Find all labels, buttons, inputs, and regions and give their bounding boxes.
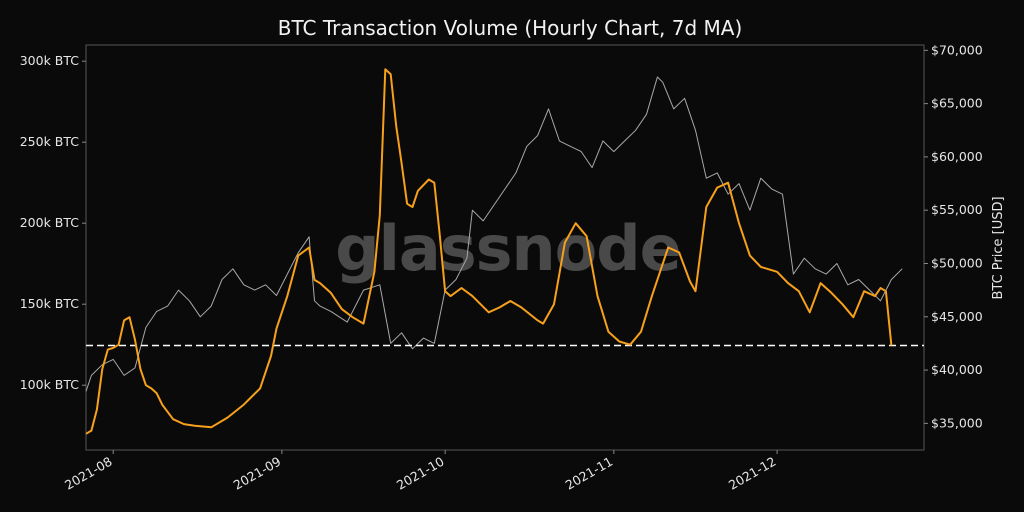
left-tick-label: 200k BTC <box>20 215 80 230</box>
right-tick-label: $45,000 <box>931 309 983 324</box>
right-axis-label: BTC Price [USD] <box>991 196 1006 299</box>
left-tick-label: 100k BTC <box>20 377 80 392</box>
x-tick-label: 2021-10 <box>394 454 447 493</box>
left-tick-label: 300k BTC <box>20 53 80 68</box>
left-axis: 100k BTC 150k BTC 200k BTC 250k BTC 300k BTC <box>20 53 86 392</box>
right-axis: $35,000 $40,000 $45,000 $50,000 $55,000 $60,0… <box>924 42 983 430</box>
watermark: glassnode <box>335 212 680 285</box>
left-tick-label: 150k BTC <box>20 296 80 311</box>
plot-frame <box>85 44 925 451</box>
x-tick-label: 2021-09 <box>231 454 284 493</box>
x-tick-label: 2021-11 <box>563 454 616 493</box>
x-axis: 2021-08 2021-09 2021-10 2021-11 2021-12 <box>62 450 779 493</box>
right-tick-label: $55,000 <box>931 202 983 217</box>
x-tick-label: 2021-12 <box>726 454 779 493</box>
series-layer <box>85 68 924 435</box>
right-tick-label: $65,000 <box>931 96 983 111</box>
chart-title: BTC Transaction Volume (Hourly Chart, 7d… <box>278 16 743 40</box>
right-tick-label: $50,000 <box>931 255 983 270</box>
x-tick-label: 2021-08 <box>62 454 115 493</box>
right-tick-label: $35,000 <box>931 415 983 430</box>
right-tick-label: $60,000 <box>931 149 983 164</box>
right-tick-label: $70,000 <box>931 42 983 57</box>
volume-series-line <box>85 68 893 435</box>
right-tick-label: $40,000 <box>931 362 983 377</box>
price-series-line <box>85 76 903 392</box>
left-tick-label: 250k BTC <box>20 134 80 149</box>
